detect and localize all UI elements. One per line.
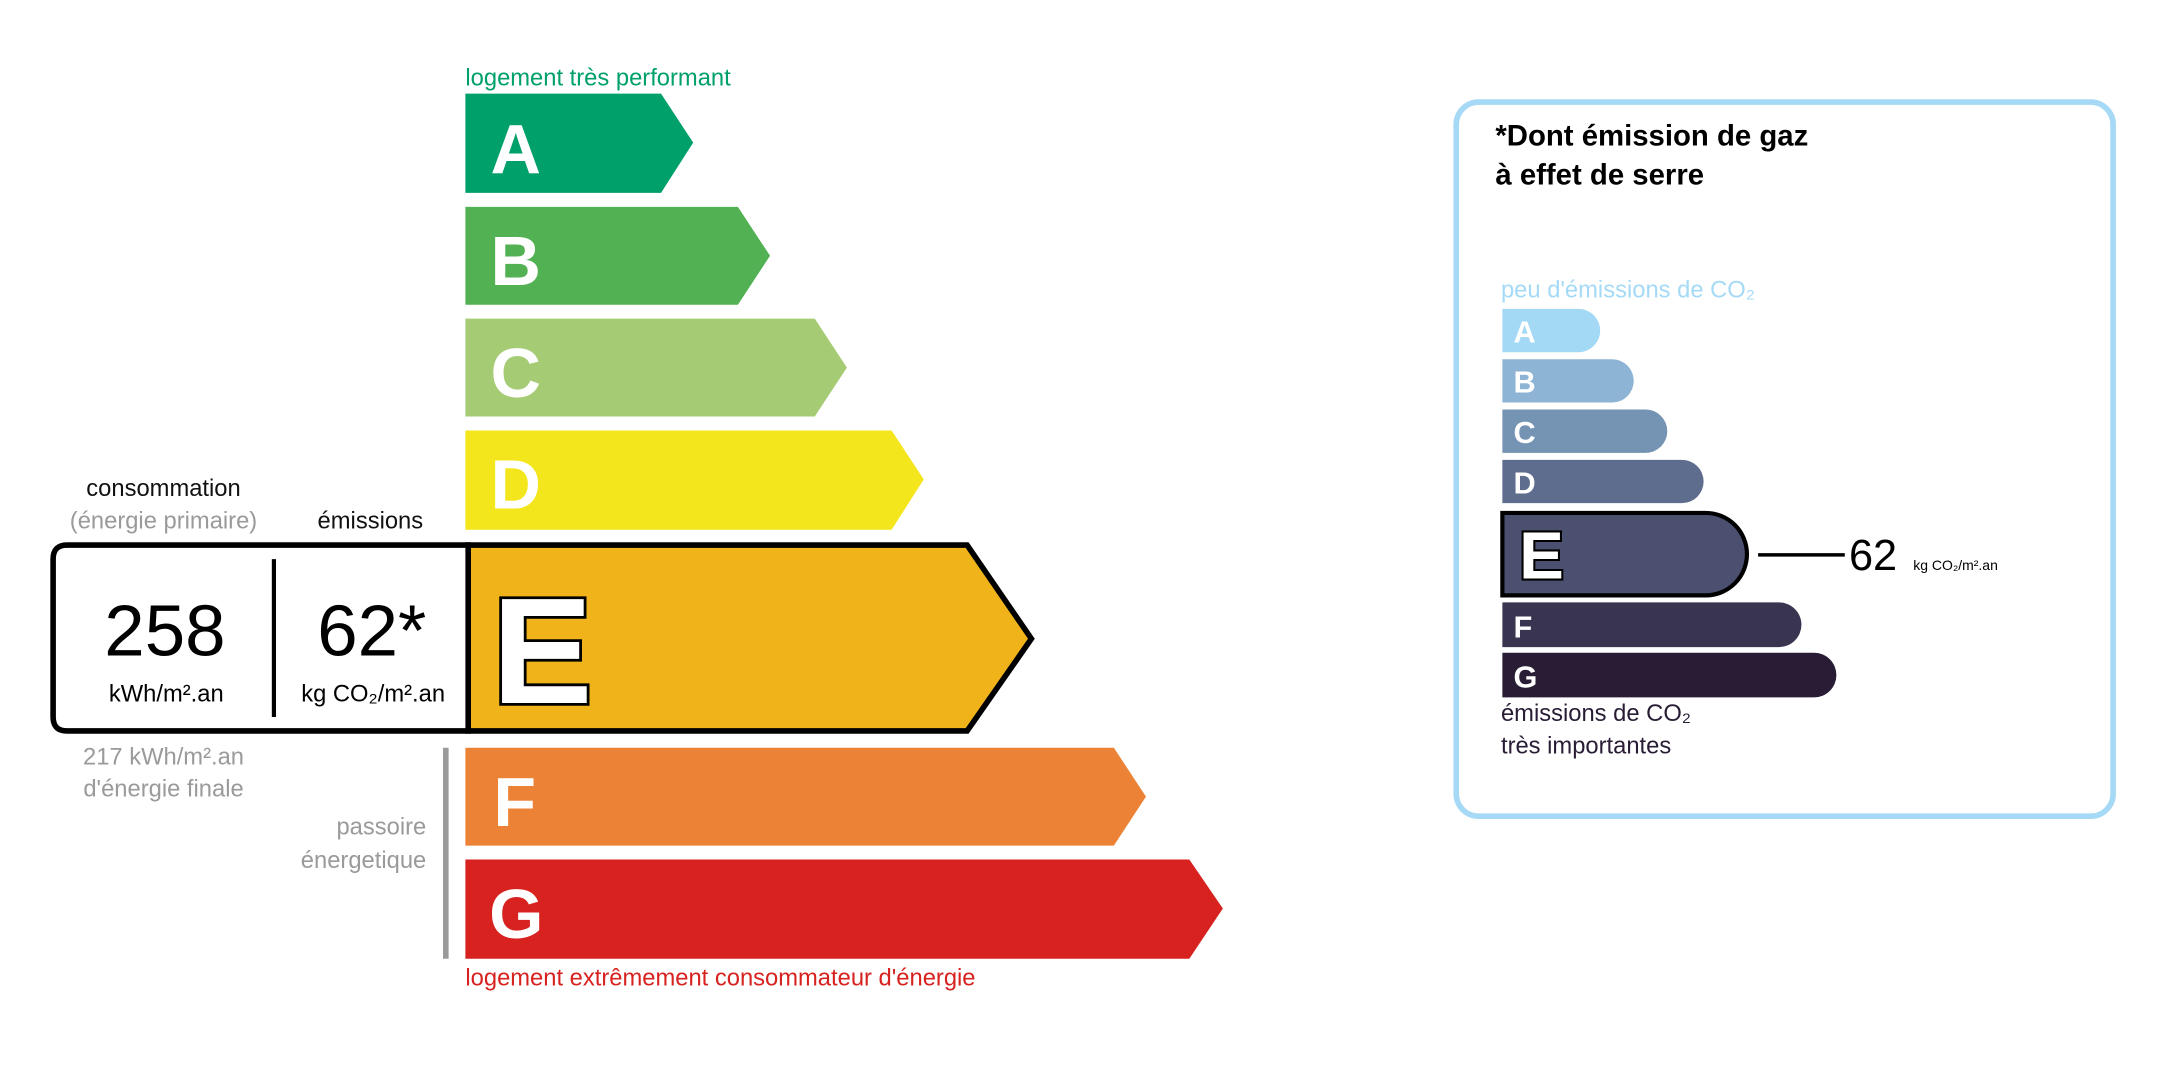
ges-title-2: à effet de serre (1495, 159, 1704, 192)
ges-title-1: *Dont émission de gaz (1495, 119, 1808, 152)
ges-bar-f (1502, 602, 1802, 648)
emissions-unit: kg CO₂/m².an (301, 681, 445, 708)
energy-bar-d (465, 430, 924, 530)
energy-letter-a: A (491, 110, 541, 188)
ges-letter-f: F (1514, 609, 1533, 644)
ges-top-label: peu d'émissions de CO₂ (1501, 277, 1755, 304)
passoire-label-2: énergetique (301, 847, 426, 874)
ges-bar-d (1502, 459, 1704, 504)
consumption-header: consommation (86, 475, 240, 502)
energy-letter-f: F (493, 763, 536, 841)
energy-bar-f (465, 747, 1146, 846)
energy-letter-g: G (489, 875, 543, 953)
ges-unit: kg CO₂/m².an (1913, 557, 1998, 573)
emissions-value: 62* (317, 590, 426, 671)
ges-bar-e-current (1500, 510, 1749, 598)
ges-bar-b (1502, 359, 1634, 403)
ges-letter-e: E (1519, 519, 1564, 594)
consumption-subheader: (énergie primaire) (70, 507, 257, 534)
ges-letter-g: G (1514, 660, 1538, 695)
ges-letter-b: B (1514, 365, 1536, 400)
ges-letter-c: C (1514, 415, 1536, 450)
energy-letter-b: B (491, 222, 541, 300)
energy-letter-c: C (491, 334, 541, 412)
energy-bar-b (465, 206, 771, 305)
ges-value: 62 (1849, 532, 1897, 580)
passoire-label-1: passoire (336, 813, 426, 840)
energy-letter-d: D (491, 446, 541, 524)
energy-bottom-label: logement extrêmement consommateur d'éner… (465, 964, 975, 991)
ges-bar-a (1502, 308, 1601, 353)
final-energy-label: d'énergie finale (83, 776, 243, 803)
emissions-header: émissions (318, 507, 424, 534)
ges-bar-g (1502, 652, 1837, 698)
energy-bar-c (465, 318, 847, 417)
ges-bottom-label-2: très importantes (1501, 732, 1671, 759)
ges-letter-d: D (1514, 465, 1536, 500)
ges-letter-a: A (1514, 314, 1536, 349)
consumption-value: 258 (104, 590, 225, 671)
values-box (50, 542, 471, 734)
consumption-unit: kWh/m².an (109, 681, 224, 708)
ges-bar-c (1502, 409, 1668, 453)
energy-bar-a (465, 93, 694, 193)
final-energy-value: 217 kWh/m².an (83, 744, 244, 771)
ges-bottom-label-1: émissions de CO₂ (1501, 700, 1691, 727)
energy-top-label: logement très performant (465, 64, 731, 91)
energy-bar-g (465, 859, 1223, 959)
energy-letter-e: E (492, 566, 593, 735)
